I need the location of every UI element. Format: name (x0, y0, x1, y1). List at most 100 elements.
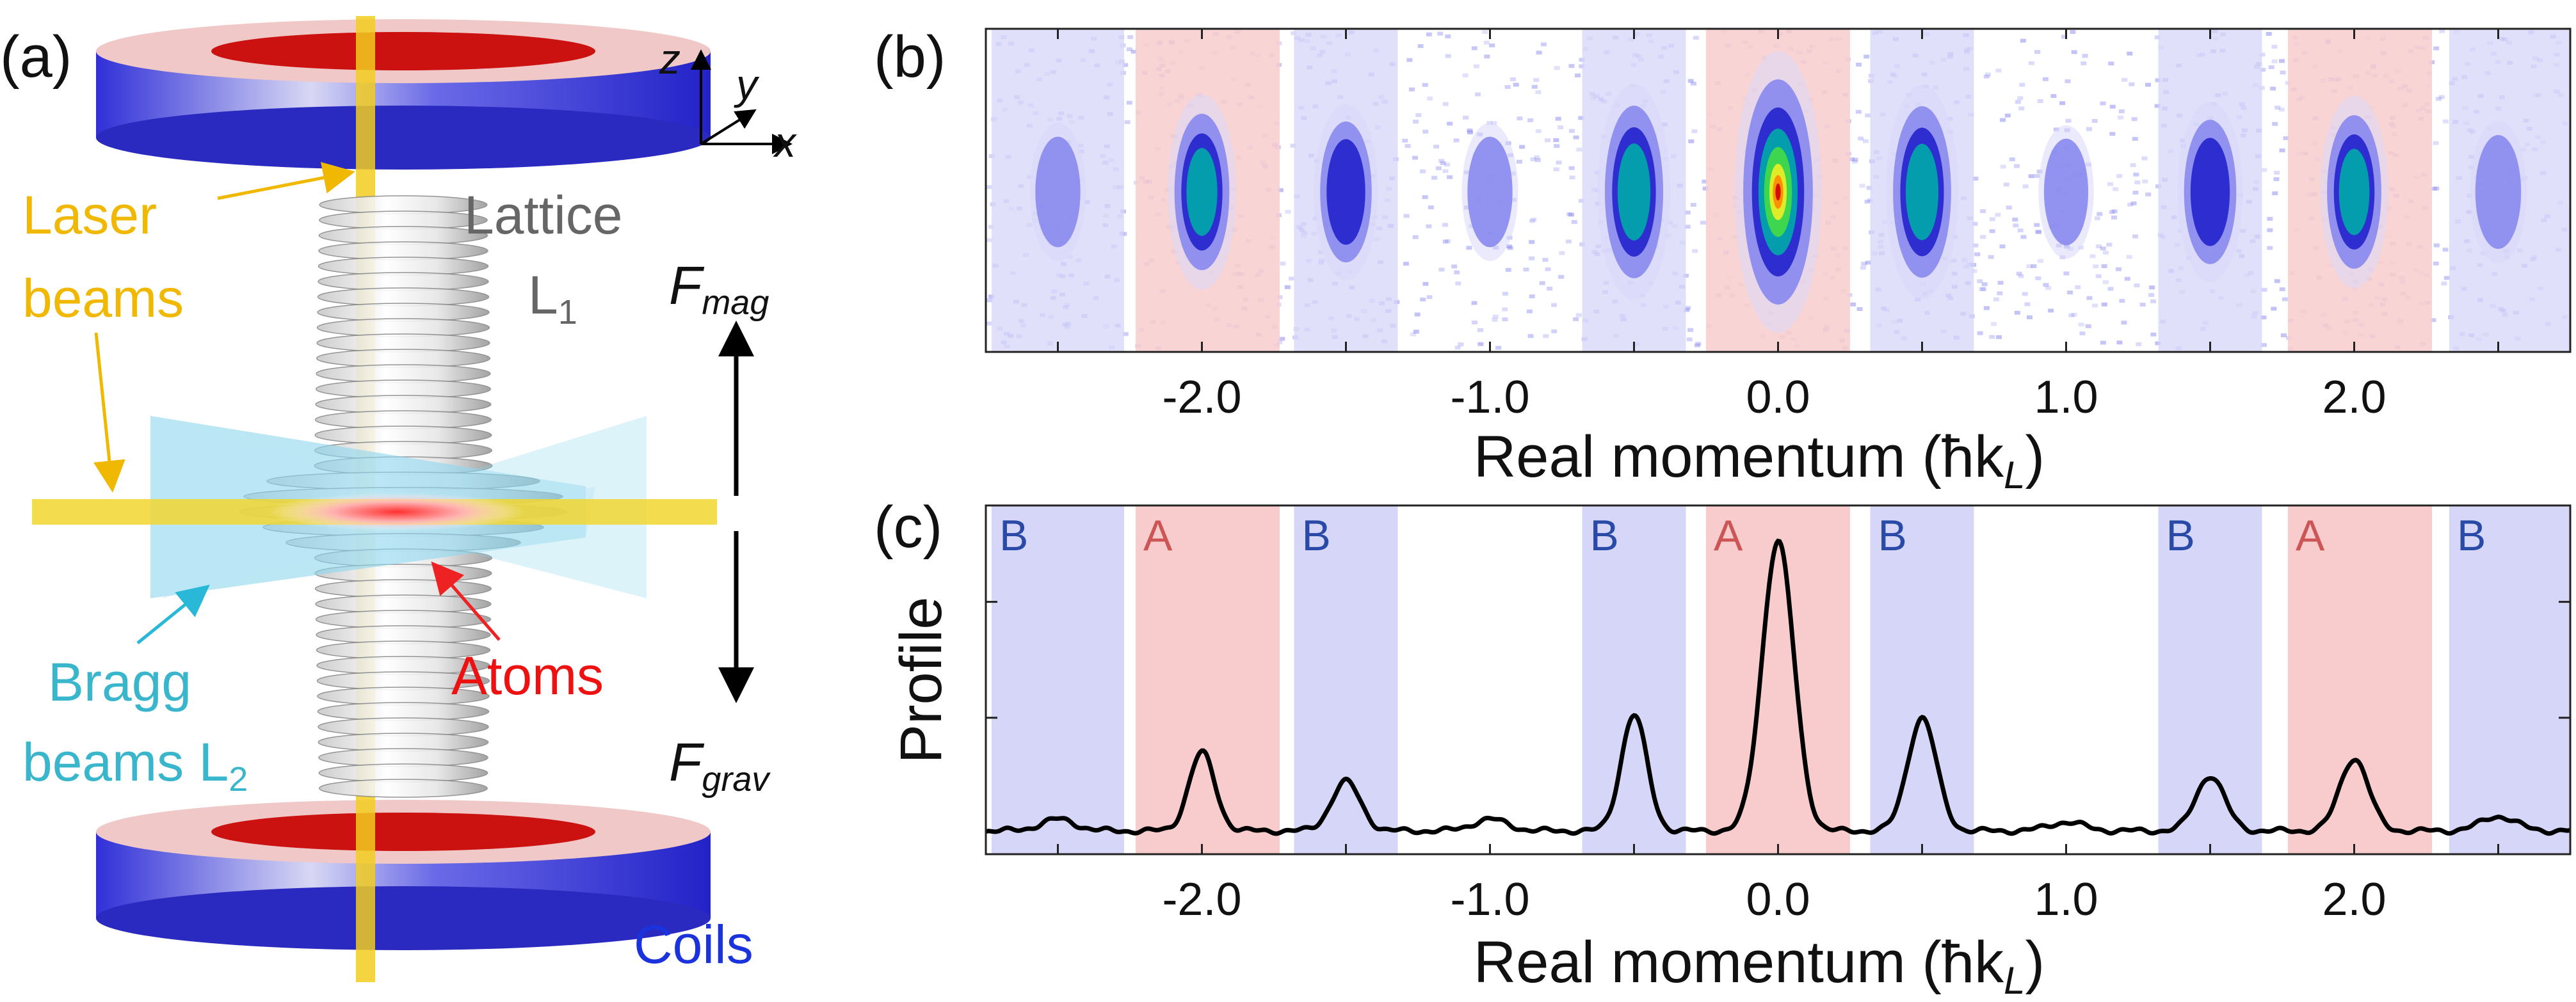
noise-speck (1565, 239, 1572, 244)
noise-speck (1980, 209, 1986, 214)
noise-speck (2259, 52, 2266, 57)
noise-speck (2280, 333, 2287, 338)
bragg-label-line1: Bragg (48, 652, 191, 712)
noise-speck (2141, 156, 2148, 161)
panel-c-band-B (2158, 505, 2262, 854)
bragg-arrow (136, 584, 210, 644)
noise-speck (1442, 239, 1449, 244)
svg-text:Real momentum (ħkL): Real momentum (ħkL) (1474, 930, 2045, 1002)
noise-speck (2271, 59, 2278, 63)
noise-speck (986, 321, 992, 326)
profile-curve (985, 538, 2571, 836)
noise-speck (2109, 210, 2115, 214)
noise-speck (1444, 163, 1451, 167)
noise-speck (1413, 120, 1419, 124)
noise-speck (1442, 223, 1449, 227)
noise-speck (1688, 139, 1695, 143)
panel-c-xtick-label: 2.0 (2322, 874, 2386, 925)
panel-c-band-B (992, 505, 1124, 854)
noise-speck (1406, 58, 1413, 62)
noise-speck (2273, 177, 2280, 182)
noise-speck (2036, 170, 2043, 174)
noise-speck (1859, 184, 1865, 188)
noise-speck (1489, 44, 1495, 48)
noise-speck (1422, 129, 1429, 134)
noise-speck (1977, 331, 1983, 335)
atoms-cloud (269, 493, 525, 531)
lattice-label-sub: 1 (558, 293, 577, 331)
noise-speck (2274, 279, 2280, 283)
noise-speck (2441, 282, 2447, 286)
noise-speck (1504, 84, 1511, 89)
noise-speck (1426, 295, 1433, 299)
noise-speck (1477, 328, 1483, 332)
noise-speck (1467, 129, 1473, 133)
fgrav-main: F (669, 732, 705, 792)
band-label-A: A (2296, 511, 2325, 560)
noise-speck (2068, 313, 2075, 317)
noise-speck (2059, 101, 2066, 106)
noise-speck (1575, 73, 1581, 77)
noise-speck (2034, 174, 2040, 179)
axis-y-label: y (734, 61, 760, 108)
noise-speck (2116, 340, 2123, 345)
noise-speck (1454, 270, 1460, 274)
noise-speck (2134, 283, 2140, 288)
noise-speck (1568, 166, 1575, 170)
noise-speck (2145, 192, 2152, 196)
noise-speck (1866, 186, 1872, 190)
noise-speck (1122, 63, 1129, 67)
noise-speck (2130, 163, 2136, 168)
noise-speck (1971, 269, 1977, 273)
noise-speck (2034, 223, 2040, 227)
noise-speck (1463, 115, 1469, 120)
noise-speck (2433, 243, 2440, 248)
noise-speck (1556, 161, 1562, 165)
noise-speck (2048, 308, 2054, 313)
noise-speck (2107, 182, 2113, 186)
noise-speck (2017, 96, 2024, 100)
noise-speck (1534, 158, 1541, 163)
band-label-B: B (2166, 511, 2195, 560)
noise-speck (1558, 274, 1565, 279)
noise-speck (2260, 68, 2266, 72)
noise-speck (1483, 40, 1490, 45)
noise-speck (2115, 267, 2121, 271)
noise-speck (2113, 187, 2119, 191)
panel-b-bands (992, 29, 2570, 352)
noise-speck (1471, 320, 1477, 324)
noise-speck (1445, 34, 1451, 38)
noise-speck (2109, 104, 2116, 109)
noise-speck (1445, 54, 1451, 58)
noise-speck (2085, 324, 2091, 328)
noise-speck (1420, 169, 1426, 173)
noise-speck (2131, 117, 2137, 122)
band-label-B: B (999, 511, 1028, 560)
noise-speck (2096, 244, 2102, 248)
noise-speck (2035, 230, 2041, 234)
noise-speck (2124, 276, 2130, 281)
noise-speck (1438, 267, 1445, 272)
bragg-label-sub: 2 (229, 760, 248, 799)
atom-cloud-layer (1775, 183, 1781, 201)
laser-beams-label-line2: beams (22, 268, 184, 328)
noise-speck (2136, 342, 2142, 346)
noise-speck (1865, 113, 1871, 118)
lattice-disk (319, 779, 488, 798)
noise-speck (2279, 287, 2285, 292)
noise-speck (1571, 219, 1577, 224)
noise-speck (2433, 141, 2439, 145)
band-label-A: A (1143, 511, 1173, 560)
noise-speck (1579, 64, 1585, 68)
noise-speck (2102, 280, 2109, 284)
noise-speck (1860, 266, 1867, 270)
atom-cloud-layer (1326, 139, 1365, 245)
noise-speck (1858, 136, 1864, 141)
noise-speck (1455, 281, 1461, 285)
noise-speck (2014, 164, 2020, 168)
noise-speck (1988, 255, 1994, 259)
noise-speck (1575, 313, 1582, 317)
noise-speck (2261, 168, 2267, 172)
noise-speck (1492, 317, 1498, 322)
